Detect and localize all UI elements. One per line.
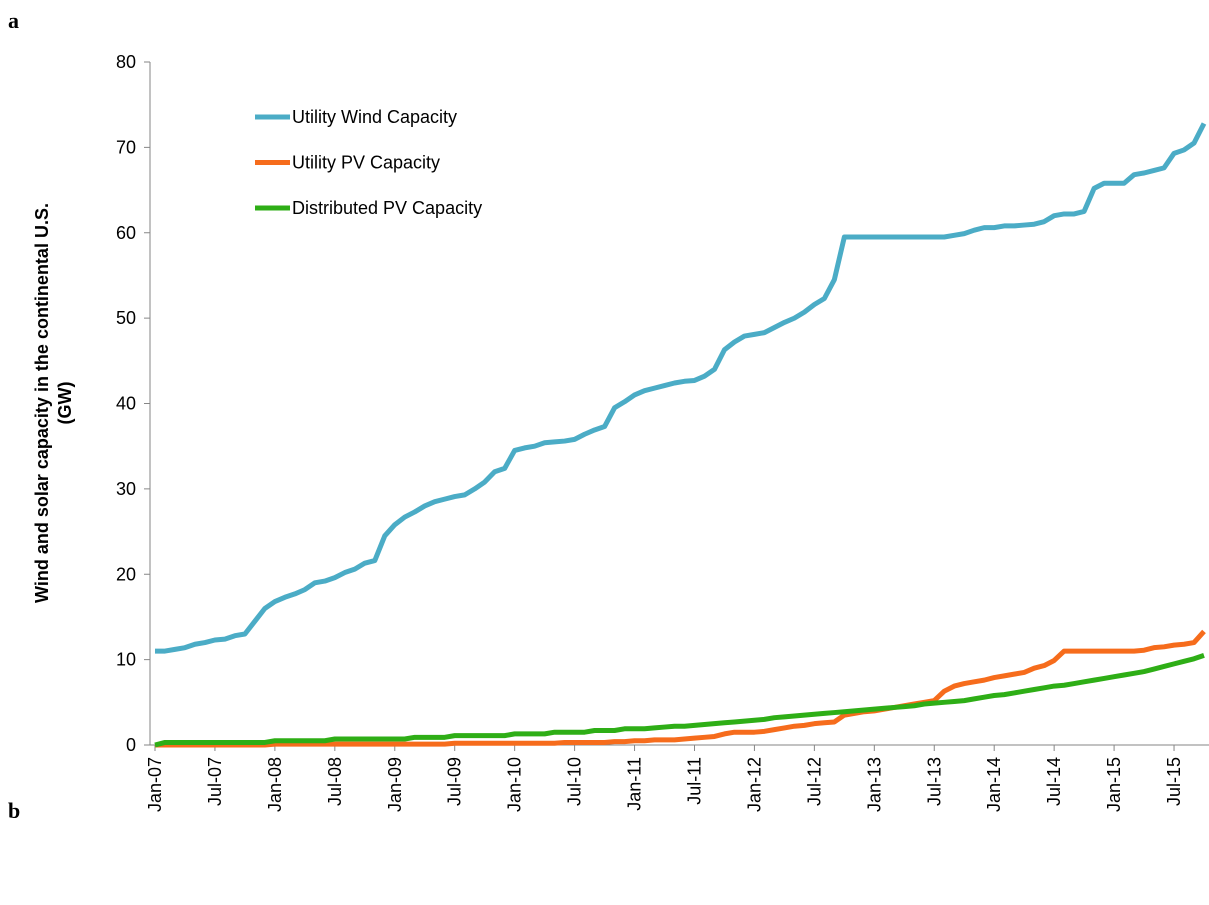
legend-label: Utility PV Capacity [292,153,440,173]
legend-label: Distributed PV Capacity [292,198,482,218]
x-tick-label: Jan-11 [625,757,645,811]
x-tick-label: Jan-15 [1104,757,1124,812]
x-tick-label: Jan-07 [145,757,165,812]
y-tick-label: 40 [116,394,136,414]
y-tick-label: 30 [116,479,136,499]
x-tick-label: Jan-09 [385,757,405,812]
series-line [155,629,1206,748]
x-tick-label: Jul-11 [684,757,704,805]
x-tick-label: Jul-15 [1164,757,1184,806]
x-tick-label: Jul-10 [565,757,585,806]
y-tick-label: 70 [116,137,136,157]
y-tick-label: 80 [116,52,136,72]
x-tick-label: Jul-12 [804,757,824,806]
x-tick-label: Jan-10 [505,757,525,812]
x-tick-label: Jul-13 [924,757,944,806]
series-line [154,652,1205,748]
y-axis-label: (GW) [55,382,75,425]
y-tick-label: 20 [116,564,136,584]
y-tick-label: 50 [116,308,136,328]
x-tick-label: Jul-07 [205,757,225,806]
y-tick-label: 60 [116,223,136,243]
y-tick-label: 10 [116,650,136,670]
y-axis-label: Wind and solar capacity in the continent… [32,203,52,603]
x-tick-label: Jan-08 [265,757,285,812]
panel-label: a [8,8,19,33]
x-tick-label: Jan-14 [984,757,1004,812]
series-line [155,122,1207,654]
x-tick-label: Jan-12 [744,757,764,812]
panel-label: b [8,798,20,823]
legend-label: Utility Wind Capacity [292,107,457,127]
y-tick-label: 0 [126,735,136,755]
x-tick-label: Jul-08 [325,757,345,806]
x-tick-label: Jul-14 [1044,757,1064,806]
x-tick-label: Jan-13 [864,757,884,812]
x-tick-label: Jul-09 [445,757,465,806]
